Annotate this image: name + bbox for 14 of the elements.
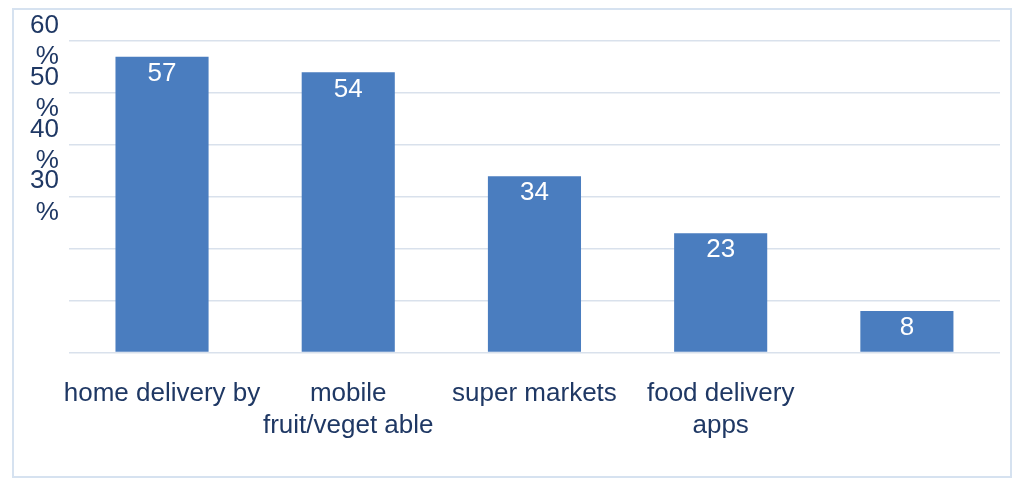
bar	[301, 72, 395, 352]
bar	[674, 233, 768, 352]
data-label: 57	[147, 56, 177, 87]
x-tick-label: food delivery apps	[646, 377, 795, 439]
data-label: 54	[333, 72, 363, 103]
x-tick-label: home delivery by	[63, 377, 261, 408]
x-tick-label: super markets	[452, 377, 617, 408]
data-label: 23	[706, 233, 736, 264]
x-tick-label: mobile fruit/veget able	[262, 377, 434, 439]
data-label: 8	[899, 311, 915, 342]
bar	[115, 56, 209, 352]
bar	[487, 176, 582, 352]
bar	[860, 311, 954, 352]
data-label: 34	[520, 176, 549, 207]
